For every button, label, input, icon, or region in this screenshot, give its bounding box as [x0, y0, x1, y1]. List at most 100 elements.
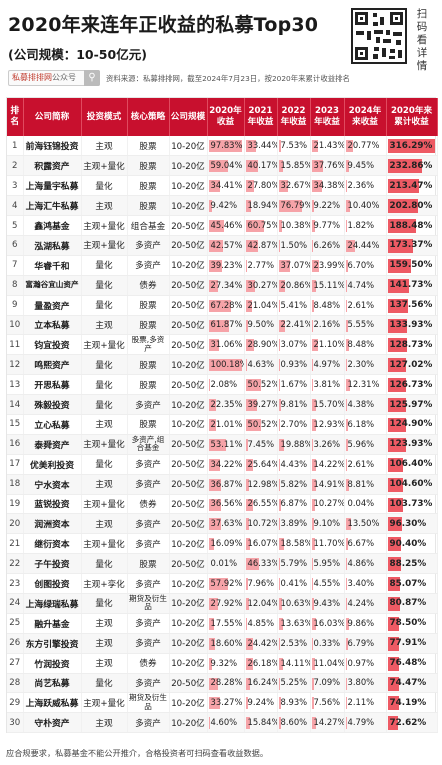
cumulative-return-bar — [387, 278, 409, 293]
return-value: 26.18% — [247, 657, 277, 668]
return-bar — [311, 578, 313, 591]
core-strategy-cell: 多资产,组合基金 — [127, 434, 170, 455]
core-strategy-cell: 多资产 — [127, 633, 170, 654]
return-bar — [345, 617, 350, 630]
table-row[interactable]: 3 上海量宇私募 量化 股票 10-20亿 34.41% 27.80% 32.67% 34.38… — [7, 175, 438, 197]
return-bar — [311, 558, 314, 571]
rank-cell: 4 — [7, 195, 24, 217]
table-row[interactable]: 29 上海跃威私募 主观+量化 期货及衍生品 10-20亿 33.27% 9.24% 8.93… — [7, 692, 438, 714]
return-cell: 2.30% — [344, 354, 387, 376]
return-cell: 45.46% — [207, 215, 245, 236]
return-bar — [345, 279, 348, 292]
search-icon[interactable]: ⚲ — [84, 70, 100, 86]
table-row[interactable]: 26 东方引擎投资 主观 多资产 10-20亿 18.60% 24.42% 2.53% 0.33… — [7, 633, 438, 654]
table-row[interactable]: 9 量盈资产 量化 股票 20-50亿 67.28% 21.04% 5.41% 8.48% 2.6… — [7, 295, 438, 316]
return-value: 4.60% — [210, 717, 238, 728]
table-row[interactable]: 11 钧宜投资 主观+量化 股票,多资产 20-50亿 31.06% 28.90% 3.07%… — [7, 334, 438, 356]
return-cell: 8.48% — [344, 334, 387, 356]
return-value: 28.90% — [247, 339, 277, 350]
return-value: 59.04% — [210, 160, 243, 171]
qr-code-icon[interactable] — [351, 8, 407, 64]
rank-cell: 16 — [7, 434, 24, 455]
column-header: 2023年收益 — [310, 98, 345, 136]
return-value: 37.07% — [280, 259, 310, 270]
return-bar — [311, 677, 314, 690]
column-header: 2021年收益 — [244, 98, 278, 136]
company-name-cell: 开思私募 — [23, 374, 82, 396]
table-row[interactable]: 2 积露资产 主观+量化 股票 10-20亿 59.04% 40.17% 15.85% 37.7… — [7, 155, 438, 177]
return-value: 27.34% — [210, 279, 243, 290]
company-name-cell: 积露资产 — [23, 155, 82, 177]
core-strategy-cell: 多资产 — [127, 673, 170, 694]
cumulative-return-cell: 213.47% — [386, 175, 438, 197]
return-cell: 16.07% — [244, 533, 278, 555]
return-value: 7.45% — [247, 438, 275, 449]
return-value: 137.56% — [389, 300, 433, 311]
investment-mode-cell: 主观 — [81, 474, 128, 495]
table-row[interactable]: 27 竹润投资 主观 债券 10-20亿 9.32% 26.18% 14.11% 11.04% 0… — [7, 653, 438, 674]
cumulative-return-bar — [387, 596, 400, 611]
return-bar — [345, 677, 347, 690]
return-cell: 5.25% — [277, 673, 311, 694]
company-scale-cell: 20-50亿 — [169, 513, 208, 535]
rank-cell: 29 — [7, 692, 24, 714]
cumulative-return-bar — [387, 378, 407, 393]
table-row[interactable]: 21 继衍资本 主观+量化 多资产 10-20亿 16.09% 16.07% 18.58% 11… — [7, 533, 438, 555]
company-name-cell: 尚艺私募 — [23, 673, 82, 694]
table-row[interactable]: 20 润洲资本 主观 多资产 20-50亿 37.63% 10.72% 3.89% 9.10% 1… — [7, 513, 438, 535]
table-row[interactable]: 1 前海钰锦投资 主观 股票 10-20亿 97.83% 33.44% 7.53% 21.43%… — [7, 136, 438, 157]
table-row[interactable]: 22 子午投资 量化 股票 20-50亿 0.01% 46.33% 5.79% 5.95% 4.8… — [7, 553, 438, 575]
table-row[interactable]: 24 上海绿瑞私募 量化 期货及衍生品 10-20亿 27.92% 12.04% 10.63%… — [7, 593, 438, 614]
table-row[interactable]: 10 立本私募 主观 股票 20-50亿 61.87% 9.50% 22.41% 2.16% 5.… — [7, 315, 438, 336]
return-bar — [245, 617, 247, 630]
return-cell: 34.41% — [207, 175, 245, 197]
return-cell: 6.79% — [344, 633, 387, 654]
table-row[interactable]: 17 优美利投资 量化 多资产 20-50亿 34.22% 25.64% 4.43% 14.22… — [7, 454, 438, 475]
table-row[interactable]: 28 尚艺私募 量化 多资产 20-50亿 28.28% 16.24% 5.25% 7.09% 3… — [7, 673, 438, 694]
return-bar — [245, 259, 247, 272]
return-bar — [345, 299, 347, 312]
table-row[interactable]: 18 宁水资本 主观 多资产 20-50亿 36.87% 12.98% 5.82% 14.91%… — [7, 474, 438, 495]
table-row[interactable]: 13 开思私募 量化 股票 20-50亿 2.08% 50.52% 1.67% 3.81% 12.… — [7, 374, 438, 396]
return-cell: 7.96% — [244, 573, 278, 594]
column-header: 公司规模 — [169, 98, 208, 136]
return-cell: 36.56% — [207, 494, 245, 515]
return-bar — [245, 558, 260, 571]
table-row[interactable]: 16 泰舜资产 主观+量化 多资产,组合基金 20-50亿 53.11% 7.45% 19.8… — [7, 434, 438, 455]
cumulative-return-cell: 126.73% — [386, 374, 438, 396]
table-row[interactable]: 19 蓝锐投资 主观+量化 债券 20-50亿 36.56% 26.55% 6.87% 10.2… — [7, 494, 438, 515]
search-input[interactable]: 私募排排网公众号 — [8, 70, 100, 86]
return-cell: 2.08% — [207, 374, 245, 396]
return-bar — [311, 319, 313, 332]
return-cell: 11.04% — [310, 653, 345, 674]
return-value: 2.61% — [347, 458, 375, 469]
table-row[interactable]: 15 立心私募 主观 股票 10-20亿 21.01% 50.52% 2.70% 12.93% 6… — [7, 414, 438, 435]
table-row[interactable]: 5 鑫鸿基金 主观+量化 组合基金 20-50亿 45.46% 60.75% 10.38% 9.… — [7, 215, 438, 236]
investment-mode-cell: 主观 — [81, 633, 128, 654]
return-cell: 0.41% — [277, 573, 311, 594]
return-bar — [311, 597, 315, 610]
table-row[interactable]: 25 融升基金 主观 多资产 10-20亿 17.55% 4.85% 13.63% 16.03%… — [7, 613, 438, 634]
return-bar — [208, 578, 229, 591]
return-cell: 5.79% — [277, 553, 311, 575]
return-bar — [208, 259, 222, 272]
return-cell: 27.92% — [207, 593, 245, 614]
table-row[interactable]: 14 殊毅投资 量化 多资产 10-20亿 22.35% 39.27% 9.81% 15.70%… — [7, 394, 438, 415]
rank-cell: 15 — [7, 414, 24, 435]
return-bar — [208, 180, 221, 193]
table-row[interactable]: 30 守朴资产 主观 多资产 10-20亿 4.60% 15.84% 8.60% 14.27% 4… — [7, 712, 438, 734]
table-row[interactable]: 4 上海汇牛私募 主观 股票 10-20亿 9.42% 18.94% 76.79% 9.22% 1… — [7, 195, 438, 217]
return-value: 6.67% — [347, 538, 375, 549]
return-value: 19.88% — [280, 438, 310, 449]
table-row[interactable]: 6 泓湖私募 主观+量化 多资产 20-50亿 42.57% 42.87% 1.50% 6.26… — [7, 235, 438, 256]
company-name-cell: 华睿千和 — [23, 255, 82, 276]
return-cell: 76.79% — [277, 195, 311, 217]
table-row[interactable]: 23 创图投资 主观+孪化 多资产 10-20亿 57.92% 7.96% 0.41% 4.55… — [7, 573, 438, 594]
table-row[interactable]: 8 富瀚谷宜山资产 量化 债券 20-50亿 27.34% 30.27% 20.86% 15.1… — [7, 275, 438, 296]
return-cell: 57.92% — [207, 573, 245, 594]
table-row[interactable]: 7 华睿千和 量化 多资产 10-20亿 39.23% 2.77% 37.07% 23.99% 6… — [7, 255, 438, 276]
return-cell: 9.43% — [310, 593, 345, 614]
rank-cell: 24 — [7, 593, 24, 614]
cumulative-return-cell: 128.73% — [386, 334, 438, 356]
